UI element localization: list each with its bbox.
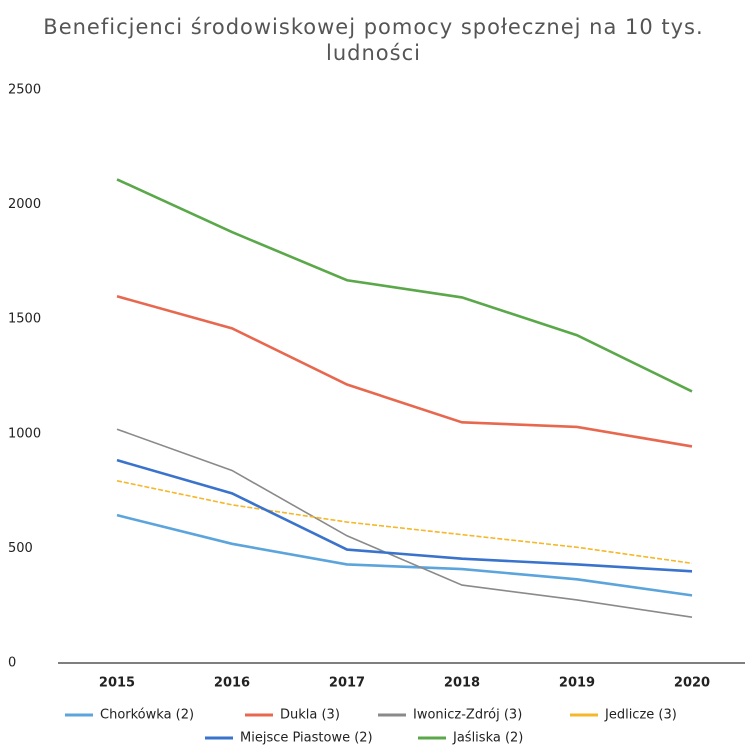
legend-label: Iwonicz-Zdrój (3) xyxy=(413,708,522,723)
series-line xyxy=(116,178,693,393)
series-line xyxy=(116,295,693,448)
series-line xyxy=(116,480,693,565)
x-tick-label: 2020 xyxy=(674,676,710,691)
series-line xyxy=(116,428,693,618)
y-tick-label: 2000 xyxy=(8,197,41,212)
y-tick-label: 1500 xyxy=(8,312,41,327)
legend-label: Jedlicze (3) xyxy=(604,708,677,723)
series-line xyxy=(116,513,693,597)
y-tick-label: 500 xyxy=(8,541,33,556)
legend-label: Dukla (3) xyxy=(280,708,340,723)
x-tick-label: 2016 xyxy=(214,676,250,691)
x-tick-label: 2017 xyxy=(329,676,365,691)
x-tick-label: 2018 xyxy=(444,676,480,691)
x-tick-label: 2015 xyxy=(99,676,135,691)
y-tick-label: 2500 xyxy=(8,83,41,98)
y-tick-label: 0 xyxy=(8,656,16,671)
legend-label: Miejsce Piastowe (2) xyxy=(240,731,373,745)
chart-title: Beneficjenci środowiskowej pomocy społec… xyxy=(43,15,704,65)
y-tick-label: 1000 xyxy=(8,426,41,441)
series-line xyxy=(116,458,693,573)
legend-label: Chorkówka (2) xyxy=(100,708,194,723)
x-tick-label: 2019 xyxy=(559,676,595,691)
legend-label: Jaśliska (2) xyxy=(452,731,523,745)
